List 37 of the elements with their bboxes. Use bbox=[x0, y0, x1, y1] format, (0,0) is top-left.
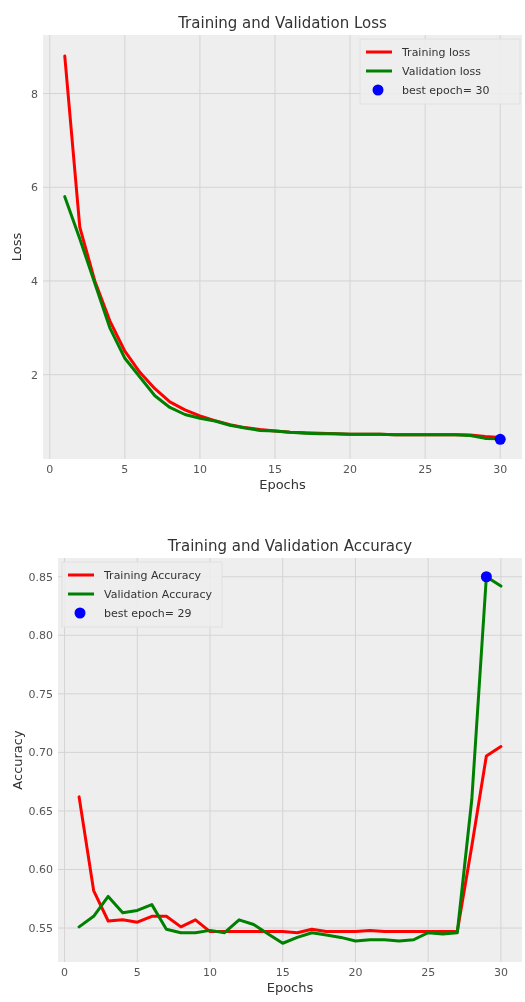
x-tick-label: 10 bbox=[203, 966, 217, 979]
y-tick-label: 0.65 bbox=[28, 804, 53, 818]
legend-label: Training loss bbox=[401, 46, 471, 59]
y-tick-label: 0.55 bbox=[28, 922, 53, 936]
x-tick-label: 15 bbox=[267, 463, 282, 476]
chart-title: Training and Validation Loss bbox=[177, 14, 388, 32]
legend-label: Validation Accuracy bbox=[104, 588, 213, 601]
x-tick-label: 5 bbox=[133, 966, 141, 979]
x-tick-label: 0 bbox=[61, 966, 69, 979]
x-tick-label: 10 bbox=[192, 463, 207, 476]
y-axis-title: Loss bbox=[9, 232, 24, 262]
x-tick-label: 20 bbox=[343, 463, 358, 476]
legend-label: best epoch= 30 bbox=[402, 84, 490, 97]
legend-label: best epoch= 29 bbox=[104, 607, 192, 620]
y-tick-label: 0.80 bbox=[28, 629, 53, 643]
x-tick-label: 25 bbox=[418, 463, 433, 476]
x-axis-title: Epochs bbox=[266, 980, 314, 995]
y-tick-label: 0.75 bbox=[28, 687, 53, 701]
y-axis-title: Accuracy bbox=[10, 730, 25, 790]
y-tick-label: 2 bbox=[31, 368, 38, 382]
x-tick-label: 5 bbox=[121, 463, 129, 476]
x-tick-label: 15 bbox=[275, 966, 290, 979]
chart-title: Training and Validation Accuracy bbox=[166, 537, 413, 555]
x-tick-label: 20 bbox=[348, 966, 363, 979]
x-tick-label: 30 bbox=[493, 463, 508, 476]
y-tick-label: 0.85 bbox=[28, 570, 53, 584]
y-tick-label: 0.70 bbox=[28, 746, 53, 760]
x-axis-title: Epochs bbox=[259, 477, 307, 492]
y-tick-label: 4 bbox=[31, 274, 38, 288]
x-tick-label: 25 bbox=[421, 966, 436, 979]
y-tick-label: 0.60 bbox=[28, 863, 53, 877]
legend-label: Training Accuracy bbox=[103, 569, 202, 582]
y-tick-label: 8 bbox=[31, 87, 38, 101]
legend-label: Validation loss bbox=[402, 65, 482, 78]
x-tick-label: 0 bbox=[46, 463, 54, 476]
x-tick-label: 30 bbox=[493, 966, 508, 979]
y-tick-label: 6 bbox=[31, 181, 38, 195]
